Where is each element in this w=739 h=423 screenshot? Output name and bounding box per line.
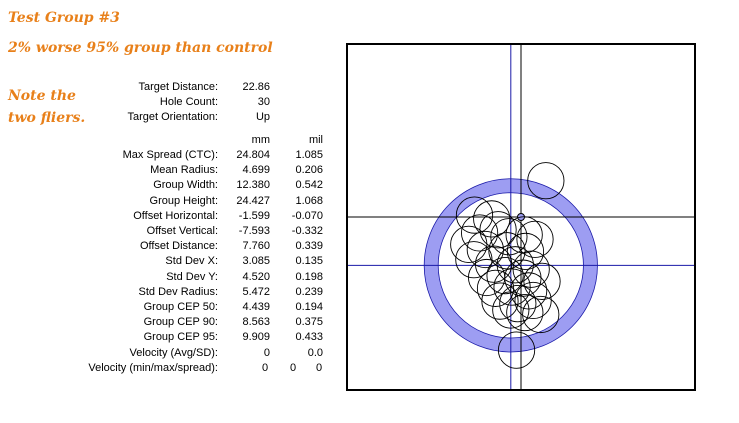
offset-horizontal-label: Offset Horizontal: bbox=[133, 210, 218, 222]
mean-radius-mm-value: 4.699 bbox=[242, 164, 270, 176]
velocity-max-value: 0 bbox=[290, 362, 297, 374]
group-width-mil-value: 0.542 bbox=[295, 179, 323, 191]
target-distance-value: 22.86 bbox=[242, 81, 270, 93]
note-line-2: two fliers. bbox=[8, 110, 86, 126]
note-line-1: Note the bbox=[8, 88, 76, 104]
group-height-mil-value: 1.068 bbox=[295, 195, 323, 207]
bullet-hole bbox=[505, 216, 543, 254]
bullet-hole bbox=[460, 214, 499, 252]
group-cep-90-mm-value: 8.563 bbox=[242, 316, 270, 328]
bullet-hole bbox=[486, 257, 524, 295]
mil-column-header: mil bbox=[308, 134, 323, 146]
group-cep-50-mil-value: 0.194 bbox=[295, 301, 323, 313]
bullet-hole bbox=[499, 285, 537, 323]
offset-distance-mil-value: 0.339 bbox=[295, 240, 323, 252]
velocity-avg-value: 0 bbox=[263, 347, 270, 359]
bullet-hole bbox=[476, 269, 515, 307]
bullet-hole bbox=[455, 196, 494, 234]
std-dev-y-mil-value: 0.198 bbox=[295, 271, 323, 283]
group-cep-90-mil-value: 0.375 bbox=[295, 316, 323, 328]
bullet-hole bbox=[481, 282, 519, 320]
bullet-hole bbox=[522, 295, 560, 334]
group-cep-90-label: Group CEP 90: bbox=[143, 316, 218, 328]
bullet-hole bbox=[506, 293, 544, 332]
mean-radius-label: Mean Radius: bbox=[150, 164, 218, 176]
max-spread-ctc-mil-value: 1.085 bbox=[295, 149, 323, 161]
target-orientation-label: Target Orientation: bbox=[127, 111, 219, 123]
mean-radius-mil-value: 0.206 bbox=[295, 164, 323, 176]
std-dev-x-mil-value: 0.135 bbox=[295, 255, 323, 267]
bullet-hole bbox=[514, 281, 552, 320]
offset-horizontal-mil-value: -0.070 bbox=[291, 210, 323, 222]
velocity-min-value: 0 bbox=[262, 362, 269, 374]
std-dev-x-mm-value: 3.085 bbox=[242, 255, 270, 267]
mm-column-header: mm bbox=[251, 134, 270, 146]
offset-distance-label: Offset Distance: bbox=[139, 240, 218, 252]
bullet-hole bbox=[516, 220, 554, 258]
bullet-hole bbox=[466, 230, 504, 269]
target-distance-label: Target Distance: bbox=[138, 81, 218, 93]
group-cep-95-mm-value: 9.909 bbox=[242, 331, 270, 343]
group-cep-50-mm-value: 4.439 bbox=[242, 301, 270, 313]
target-orientation-value: Up bbox=[255, 111, 270, 123]
velocity-min-max-spread-label: Velocity (min/max/spread): bbox=[88, 362, 218, 374]
bullet-hole bbox=[493, 268, 531, 306]
velocity-avg-sd-label: Velocity (Avg/SD): bbox=[129, 347, 218, 359]
group-width-label: Group Width: bbox=[153, 179, 218, 191]
std-dev-radius-mil-value: 0.239 bbox=[295, 286, 323, 298]
max-spread-ctc-label: Max Spread (CTC): bbox=[122, 149, 218, 161]
velocity-spread-value: 0 bbox=[316, 362, 323, 374]
group-width-mm-value: 12.380 bbox=[236, 179, 270, 191]
bullet-hole bbox=[497, 331, 536, 369]
offset-vertical-mm-value: -7.593 bbox=[238, 225, 270, 237]
target-plot bbox=[346, 43, 696, 391]
bullet-hole bbox=[523, 262, 561, 300]
bullet-hole bbox=[527, 162, 565, 200]
bullet-hole bbox=[492, 291, 530, 329]
bullet-hole bbox=[455, 241, 493, 279]
hole-count-label: Hole Count: bbox=[159, 96, 218, 108]
group-cep-95-mil-value: 0.433 bbox=[295, 331, 323, 343]
offset-vertical-label: Offset Vertical: bbox=[146, 225, 218, 237]
group-height-label: Group Height: bbox=[149, 195, 218, 207]
std-dev-x-label: Std Dev X: bbox=[165, 255, 218, 267]
velocity-sd-value: 0.0 bbox=[307, 347, 323, 359]
test-group-subtitle: 2% worse 95% group than control bbox=[8, 40, 273, 56]
group-cep-50-label: Group CEP 50: bbox=[143, 301, 218, 313]
offset-distance-mm-value: 7.760 bbox=[242, 240, 270, 252]
bullet-hole bbox=[496, 246, 534, 284]
std-dev-y-mm-value: 4.520 bbox=[242, 271, 270, 283]
test-group-title: Test Group #3 bbox=[8, 10, 120, 26]
max-spread-ctc-mm-value: 24.804 bbox=[236, 149, 270, 161]
std-dev-radius-label: Std Dev Radius: bbox=[138, 286, 218, 298]
std-dev-radius-mm-value: 5.472 bbox=[242, 286, 270, 298]
hole-count-value: 30 bbox=[257, 96, 270, 108]
group-height-mm-value: 24.427 bbox=[236, 195, 270, 207]
bullet-hole bbox=[506, 232, 545, 271]
group-cep-95-label: Group CEP 95: bbox=[143, 331, 218, 343]
offset-horizontal-mm-value: -1.599 bbox=[238, 210, 270, 222]
bullet-hole bbox=[450, 225, 488, 263]
std-dev-y-label: Std Dev Y: bbox=[166, 271, 218, 283]
offset-vertical-mil-value: -0.332 bbox=[291, 225, 323, 237]
